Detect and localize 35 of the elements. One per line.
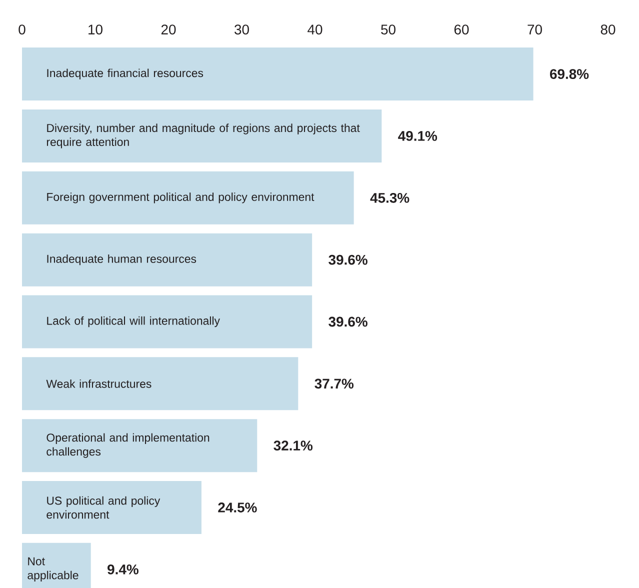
data-label: 39.6% — [328, 254, 368, 265]
x-tick-label: 20 — [161, 24, 176, 34]
x-tick-label: 30 — [234, 24, 249, 34]
bar — [22, 109, 382, 162]
x-tick-label: 10 — [88, 24, 102, 34]
data-label: 49.1% — [398, 131, 438, 141]
x-tick-label: 50 — [381, 24, 396, 34]
bar — [22, 419, 258, 472]
bar — [22, 357, 298, 410]
bar — [22, 48, 534, 101]
x-tick-label: 40 — [308, 24, 322, 34]
y-tick-label: Diversity, number and magnitude of regions and projects that require attention — [46, 124, 360, 148]
y-tick-label: Foreign government political and policy environment — [47, 192, 314, 204]
data-label: 37.7% — [314, 378, 354, 389]
bar — [22, 233, 312, 286]
x-tick-label: 80 — [600, 24, 616, 34]
x-tick-label: 60 — [454, 24, 469, 34]
y-tick-label: Lack of political will internationally — [47, 316, 220, 328]
y-tick-label: US political and policy environment — [46, 496, 160, 519]
bar — [22, 171, 354, 224]
data-label: 24.5% — [218, 502, 257, 512]
y-tick-label: Weak infrastructures — [46, 379, 152, 388]
y-tick-label: Operational and implementation challenges — [46, 433, 210, 458]
bar — [22, 295, 312, 348]
y-tick-label: Not applicable — [28, 557, 78, 582]
data-label: 45.3% — [370, 192, 410, 203]
x-tick-label: 70 — [528, 24, 542, 34]
y-tick-label: Inadequate human resources — [47, 254, 196, 266]
y-tick-label: Inadequate financial resources — [47, 68, 204, 80]
bar — [22, 481, 202, 534]
data-label: 39.6% — [328, 316, 368, 327]
data-label: 9.4% — [108, 564, 138, 574]
data-label: 32.1% — [274, 440, 313, 451]
data-label: 69.8% — [550, 69, 589, 79]
x-tick-label: 0 — [18, 24, 26, 34]
